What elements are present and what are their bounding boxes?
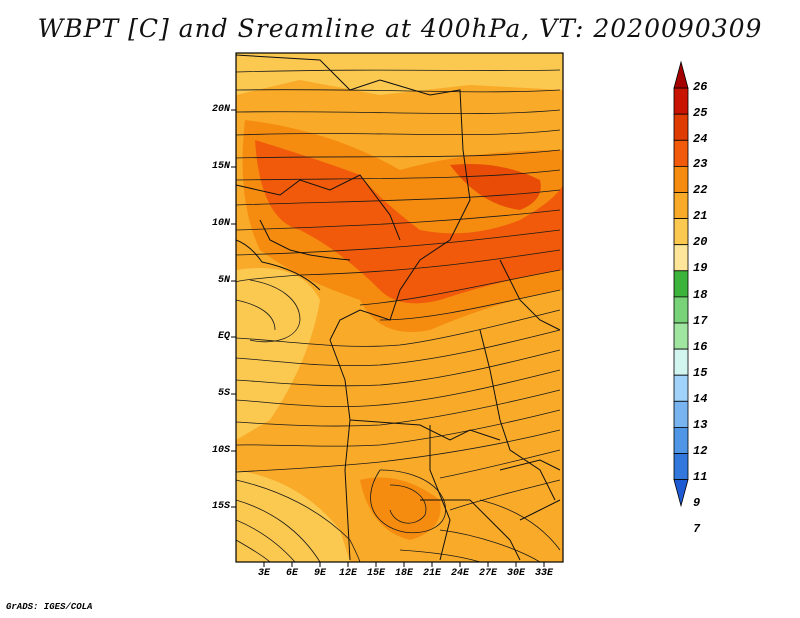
colorbar-swatch xyxy=(673,139,689,167)
lat-label-15n: 15N xyxy=(211,161,230,172)
colorbar-swatch xyxy=(673,453,689,481)
streamlines xyxy=(236,69,561,562)
lon-label-33e: 33E xyxy=(534,568,553,579)
map-frame xyxy=(235,52,564,563)
colorbar-label: 17 xyxy=(693,314,708,328)
map-plot-area xyxy=(236,53,563,562)
footer-credit: GrADS: IGES/COLA xyxy=(6,602,93,612)
colorbar-swatch xyxy=(673,218,689,246)
colorbar-label: 19 xyxy=(693,261,708,275)
colorbar-label: 13 xyxy=(693,418,708,432)
colorbar-label: 25 xyxy=(693,106,708,120)
colorbar-swatch xyxy=(673,87,689,115)
lat-label-eq: EQ xyxy=(217,331,230,342)
colorbar-label: 7 xyxy=(693,522,701,536)
colorbar-swatch xyxy=(673,165,689,193)
lon-label-18e: 18E xyxy=(394,568,413,579)
lat-label-10n: 10N xyxy=(211,218,230,229)
colorbar-swatch xyxy=(673,348,689,376)
colorbar-swatch xyxy=(673,270,689,298)
lat-label-10s: 10S xyxy=(211,445,230,456)
wbpt-zone-22 xyxy=(360,477,441,540)
lon-label-27e: 27E xyxy=(478,568,497,579)
colorbar-label: 12 xyxy=(693,444,708,458)
wbpt-zone-20 xyxy=(236,53,563,95)
colorbar-label: 20 xyxy=(693,235,708,249)
colorbar-label: 22 xyxy=(693,183,708,197)
wbpt-zone-23 xyxy=(450,164,541,210)
lon-label-24e: 24E xyxy=(450,568,469,579)
lon-label-12e: 12E xyxy=(338,568,357,579)
colorbar-label: 23 xyxy=(693,157,708,171)
colorbar-label: 24 xyxy=(693,132,708,146)
lon-label-21e: 21E xyxy=(422,568,441,579)
lat-ticks xyxy=(231,109,236,508)
lon-label-3e: 3E xyxy=(257,568,270,579)
lat-label-20n: 20N xyxy=(211,104,230,115)
colorbar-swatch xyxy=(673,400,689,428)
colorbar-swatch xyxy=(673,479,689,508)
colorbar-swatch xyxy=(673,322,689,350)
colorbar-swatch xyxy=(673,426,689,454)
colorbar-swatch xyxy=(673,244,689,272)
wbpt-zone-20 xyxy=(236,470,350,562)
lat-label-5s: 5S xyxy=(217,388,230,399)
colorbar-swatch xyxy=(673,192,689,220)
colorbar-label: 9 xyxy=(693,496,701,510)
colorbar-label: 21 xyxy=(693,209,708,223)
chart-title: WBPT [C] and Sreamline at 400hPa, VT: 20… xyxy=(37,14,763,43)
colorbar xyxy=(673,60,689,508)
lat-label-15s: 15S xyxy=(211,501,230,512)
colorbar-label: 11 xyxy=(693,470,708,484)
lon-label-9e: 9E xyxy=(313,568,326,579)
colorbar-swatch xyxy=(673,113,689,141)
lon-label-30e: 30E xyxy=(506,568,525,579)
colorbar-swatch xyxy=(673,374,689,402)
colorbar-label: 15 xyxy=(693,366,708,380)
borders xyxy=(236,54,561,561)
colorbar-swatch xyxy=(673,296,689,324)
lon-ticks xyxy=(263,562,545,567)
colorbar-label: 14 xyxy=(693,392,708,406)
lon-label-6e: 6E xyxy=(285,568,298,579)
lat-label-5n: 5N xyxy=(217,275,230,286)
colorbar-label: 16 xyxy=(693,340,708,354)
wbpt-zone-23 xyxy=(255,140,563,304)
colorbar-label: 18 xyxy=(693,288,708,302)
colorbar-label: 26 xyxy=(693,80,708,94)
lon-label-15e: 15E xyxy=(366,568,385,579)
colorbar-swatch xyxy=(673,60,689,89)
